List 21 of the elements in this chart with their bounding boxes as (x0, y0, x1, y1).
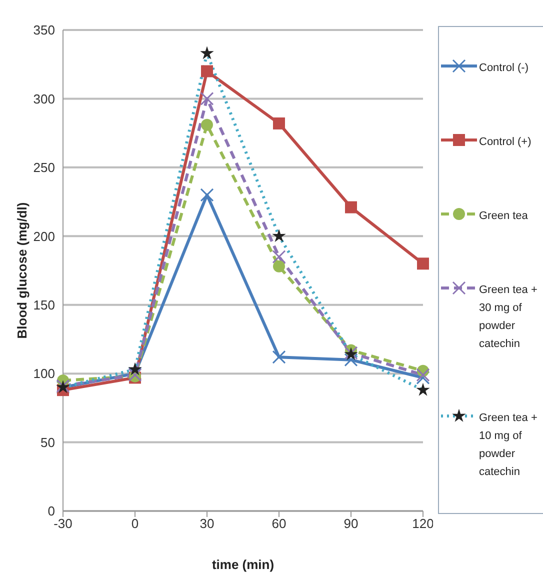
y-tick-label: 300 (33, 91, 55, 106)
legend-label: Green tea + 10 mg of powder catechin (479, 411, 538, 480)
legend-label: Control (+) (479, 135, 532, 150)
x-tick-label: 90 (344, 516, 358, 532)
x-tick-label: 0 (131, 516, 139, 532)
x-tick-label: -30 (54, 516, 72, 532)
x-tick-label: 60 (272, 516, 286, 532)
y-tick-label: 200 (33, 228, 55, 244)
y-tick-label: 250 (33, 160, 55, 176)
y-tick-label: 50 (40, 434, 55, 450)
x-tick-label: 120 (412, 516, 434, 532)
legend-label: Control (-) (479, 61, 529, 76)
y-tick-label: 150 (33, 297, 55, 312)
x-axis-title: time (min) (212, 557, 274, 572)
x-tick-label: 30 (200, 516, 214, 532)
legend-label: Green tea + 30 mg of powder catechin (479, 283, 538, 352)
y-axis-title: Blood glucose (mg/dl) (14, 202, 30, 339)
legend-label: Green tea (479, 209, 528, 224)
y-tick-label: 0 (48, 504, 55, 519)
y-tick-label: 350 (33, 22, 55, 38)
y-tick-label: 100 (33, 366, 55, 382)
